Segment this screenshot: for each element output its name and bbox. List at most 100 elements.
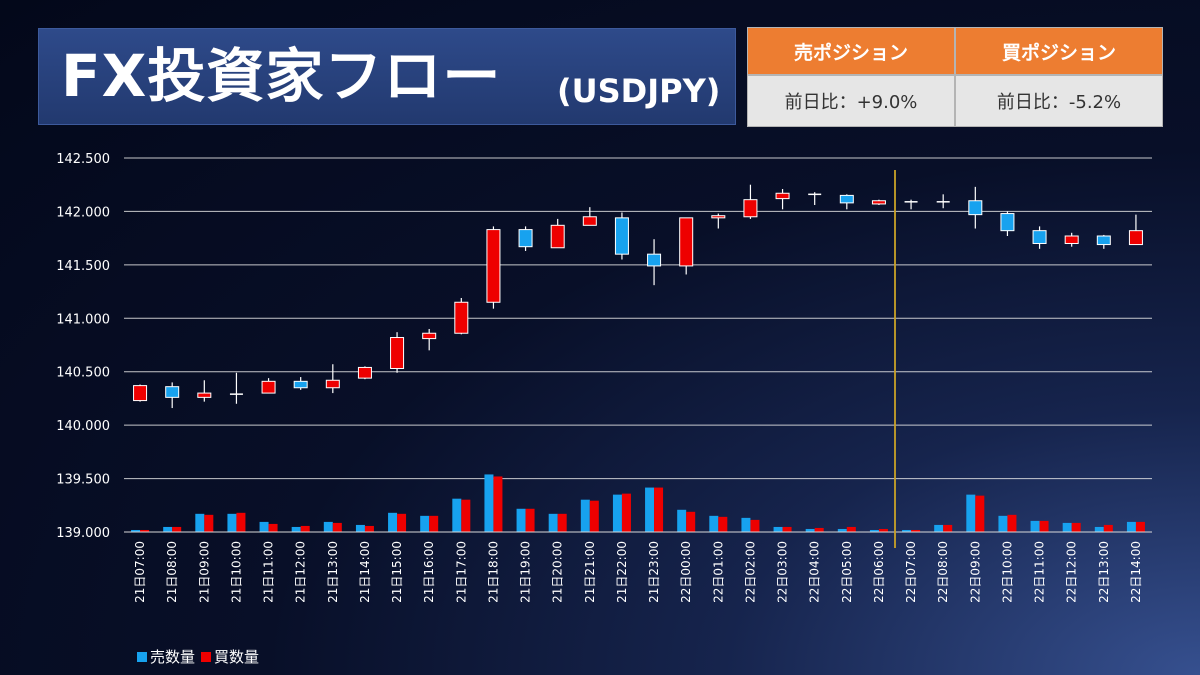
x-tick-label: 21日15:00 xyxy=(390,541,404,603)
y-tick-label: 142.500 xyxy=(56,152,110,167)
sell-volume-bar xyxy=(227,513,237,532)
sell-volume-bar xyxy=(388,512,398,532)
x-tick-label: 22日00:00 xyxy=(679,541,693,603)
sell-volume-bar xyxy=(934,524,944,532)
sell-volume-bar xyxy=(677,509,687,532)
y-tick-label: 141.500 xyxy=(56,259,110,274)
candle-body xyxy=(390,337,405,370)
buy-volume-bar xyxy=(621,493,631,532)
x-tick-label: 22日01:00 xyxy=(711,541,725,603)
x-tick-label: 22日05:00 xyxy=(840,541,854,603)
candle-body xyxy=(325,379,340,389)
sell-volume-bar xyxy=(484,474,494,532)
sell-volume-bar xyxy=(837,528,847,532)
candle-body xyxy=(165,386,180,398)
x-tick-label: 22日07:00 xyxy=(904,541,918,603)
candle-body xyxy=(486,229,501,303)
sell-volume-bar xyxy=(1030,520,1040,532)
sell-volume-bar xyxy=(131,529,141,532)
candle-body xyxy=(1000,213,1015,232)
candle-body xyxy=(775,192,790,200)
x-tick-label: 22日06:00 xyxy=(872,541,886,603)
x-tick-label: 21日18:00 xyxy=(486,541,500,603)
x-tick-label: 21日23:00 xyxy=(647,541,661,603)
y-tick-label: 140.000 xyxy=(56,419,110,434)
sell-volume-bar xyxy=(709,515,719,532)
x-tick-label: 21日09:00 xyxy=(197,541,211,603)
sell-volume-bar xyxy=(1126,521,1136,532)
x-tick-label: 21日11:00 xyxy=(262,541,276,603)
sell-volume-bar xyxy=(355,524,365,532)
x-tick-label: 22日13:00 xyxy=(1097,541,1111,603)
buy-volume-bar xyxy=(332,522,342,532)
buy-volume-bar xyxy=(364,525,374,532)
x-tick-label: 21日13:00 xyxy=(326,541,340,603)
y-tick-label: 141.000 xyxy=(56,312,110,327)
sell-volume-bar xyxy=(195,513,205,532)
buy-volume-bar xyxy=(1135,521,1145,532)
sell-volume-bar xyxy=(645,487,655,532)
buy-volume-bar xyxy=(589,500,599,532)
sell-volume-bar xyxy=(323,521,333,532)
candle-body xyxy=(711,215,726,219)
buy-volume-bar xyxy=(397,513,407,532)
buy-volume-bar xyxy=(911,529,921,532)
sell-volume-bar xyxy=(420,515,430,532)
buy-volume-bar xyxy=(750,519,760,532)
sell-volume-bar xyxy=(580,499,590,532)
buy-volume-bar xyxy=(654,487,664,532)
candle-body xyxy=(968,200,983,216)
candle-body xyxy=(1032,230,1047,244)
sell-volume-bar xyxy=(516,508,526,532)
x-tick-label: 22日14:00 xyxy=(1129,541,1143,603)
candle-body xyxy=(1064,235,1079,244)
buy-volume-bar xyxy=(493,476,503,532)
buy-volume-bar xyxy=(172,526,182,532)
candle-body xyxy=(197,392,212,398)
legend-item-sell-volume: 売数量 xyxy=(137,646,195,667)
buy-volume-bar xyxy=(975,495,985,532)
sell-volume-bar xyxy=(163,526,173,532)
candle-body xyxy=(582,216,597,226)
x-tick-label: 22日11:00 xyxy=(1033,541,1047,603)
buy-volume-bar xyxy=(204,514,214,532)
candle-body xyxy=(871,200,886,205)
x-tick-label: 22日12:00 xyxy=(1065,541,1079,603)
buy-volume-bar xyxy=(878,528,888,532)
candle-body xyxy=(357,366,372,379)
x-tick-label: 21日16:00 xyxy=(422,541,436,603)
buy-position-change: 前日比：-5.2% xyxy=(955,75,1163,127)
sell-volume-bar xyxy=(741,517,751,532)
buy-volume-bar xyxy=(236,512,246,532)
buy-volume-bar xyxy=(268,523,278,532)
sell-volume-bar xyxy=(805,528,815,532)
buy-volume-bar xyxy=(846,526,856,532)
sell-volume-bar xyxy=(902,529,912,532)
x-tick-label: 21日22:00 xyxy=(615,541,629,603)
candle-body xyxy=(550,224,565,249)
buy-volume-bar xyxy=(782,526,792,532)
candle-body xyxy=(293,380,308,389)
sell-volume-bar xyxy=(259,521,269,532)
candle-body xyxy=(679,217,694,267)
x-tick-label: 21日14:00 xyxy=(358,541,372,603)
chart-legend: 売数量 買数量 xyxy=(137,646,265,667)
x-tick-label: 22日04:00 xyxy=(808,541,822,603)
buy-volume-bar xyxy=(814,527,824,532)
buy-volume-bar xyxy=(429,515,439,532)
x-tick-label: 21日10:00 xyxy=(229,541,243,603)
x-tick-label: 21日20:00 xyxy=(551,541,565,603)
candle-body xyxy=(647,253,662,267)
candle-body xyxy=(454,301,469,334)
position-change-table: 売ポジション 買ポジション 前日比：+9.0% 前日比：-5.2% xyxy=(747,27,1164,127)
sell-volume-bar xyxy=(966,494,976,532)
x-tick-label: 21日21:00 xyxy=(583,541,597,603)
candle-body xyxy=(1128,230,1143,246)
legend-swatch-sell xyxy=(137,651,147,662)
candle-body xyxy=(1096,235,1111,246)
sell-volume-bar xyxy=(612,494,622,532)
buy-volume-bar xyxy=(525,508,535,532)
sell-volume-bar xyxy=(998,515,1008,532)
y-tick-label: 140.500 xyxy=(56,366,110,381)
